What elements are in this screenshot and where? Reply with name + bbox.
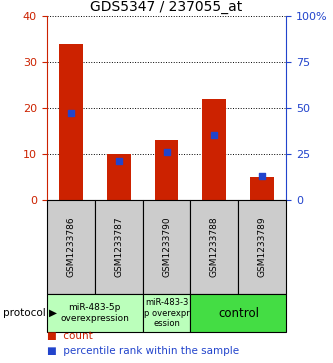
Title: GDS5347 / 237055_at: GDS5347 / 237055_at <box>90 0 243 14</box>
Text: ■  percentile rank within the sample: ■ percentile rank within the sample <box>47 346 239 356</box>
Bar <box>107 154 131 200</box>
Bar <box>238 200 286 294</box>
Bar <box>143 294 190 332</box>
Point <box>212 132 217 138</box>
Text: miR-483-5p
overexpression: miR-483-5p overexpression <box>60 303 129 323</box>
Bar <box>190 294 286 332</box>
Text: ■  count: ■ count <box>47 331 92 341</box>
Point <box>116 158 121 164</box>
Bar <box>47 294 143 332</box>
Text: GSM1233787: GSM1233787 <box>114 216 123 277</box>
Point <box>260 173 265 179</box>
Text: control: control <box>218 307 259 319</box>
Text: GSM1233789: GSM1233789 <box>258 216 267 277</box>
Bar <box>155 140 178 200</box>
Text: miR-483-3
p overexpr
ession: miR-483-3 p overexpr ession <box>144 298 189 328</box>
Bar <box>250 177 274 200</box>
Point <box>164 149 169 155</box>
Bar <box>47 200 95 294</box>
Bar <box>95 200 143 294</box>
Text: GSM1233788: GSM1233788 <box>210 216 219 277</box>
Text: GSM1233790: GSM1233790 <box>162 216 171 277</box>
Bar <box>190 200 238 294</box>
Text: GSM1233786: GSM1233786 <box>66 216 75 277</box>
Point <box>68 111 73 117</box>
Bar <box>59 44 83 200</box>
Bar <box>143 200 190 294</box>
Bar <box>202 99 226 200</box>
Text: protocol ▶: protocol ▶ <box>3 308 57 318</box>
